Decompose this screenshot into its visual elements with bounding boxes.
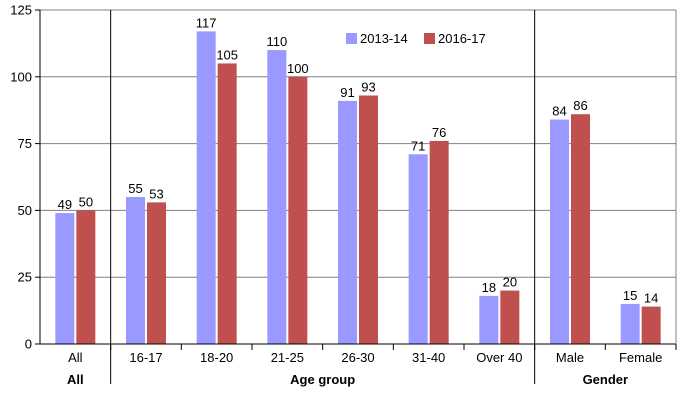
x-tick-label: 26-30: [341, 350, 374, 365]
y-tick-label: 75: [18, 136, 32, 151]
bar-2016-17-Female: [641, 306, 661, 344]
bar-2016-17-Over 40: [500, 290, 520, 344]
data-label: 110: [266, 34, 287, 49]
y-tick-label: 125: [10, 3, 32, 18]
bar-2013-14-26-30: [338, 100, 357, 345]
data-label: 76: [432, 125, 446, 140]
data-label: 100: [287, 61, 309, 76]
data-label: 50: [79, 194, 93, 209]
x-tick-label: Female: [619, 350, 662, 365]
data-label: 71: [411, 138, 425, 153]
bar-2013-14-21-25: [267, 50, 287, 345]
data-label: 15: [623, 288, 637, 303]
bar-2013-14-All: [55, 213, 75, 344]
data-label: 20: [503, 275, 517, 290]
x-tick-label: All: [68, 350, 83, 365]
x-tick-label: Male: [556, 350, 584, 365]
y-tick-label: 50: [18, 203, 32, 218]
legend-label: 2013-14: [360, 31, 408, 46]
y-tick-label: 25: [18, 270, 32, 285]
data-label: 53: [149, 186, 163, 201]
x-tick-label: 16-17: [129, 350, 162, 365]
data-label: 84: [552, 104, 566, 119]
bar-2016-17-18-20: [217, 63, 237, 344]
data-label: 55: [128, 181, 142, 196]
group-label: Gender: [583, 372, 629, 387]
bar-2013-14-16-17: [126, 197, 145, 344]
data-label: 14: [644, 291, 658, 306]
x-tick-label: 21-25: [271, 350, 304, 365]
bars: [55, 31, 661, 345]
x-tick-label: Over 40: [476, 350, 522, 365]
data-label: 49: [58, 197, 72, 212]
legend-swatch-2013-14: [346, 33, 357, 44]
data-label: 86: [573, 98, 587, 113]
data-label: 105: [216, 47, 238, 62]
group-label: Age group: [290, 372, 355, 387]
y-tick-label: 100: [10, 69, 32, 84]
legend-swatch-2016-17: [424, 33, 435, 44]
bar-2013-14-Over 40: [479, 295, 499, 344]
data-label: 117: [196, 15, 217, 30]
bar-2013-14-Female: [620, 303, 640, 344]
bar-2016-17-All: [76, 210, 96, 344]
x-tick-label: 18-20: [200, 350, 233, 365]
bar-2013-14-Male: [550, 119, 569, 344]
group-label: All: [67, 372, 84, 387]
legend: 2013-14 2016-17: [346, 31, 486, 46]
data-label: 93: [361, 80, 375, 95]
legend-label: 2016-17: [438, 31, 486, 46]
y-tick-label: 0: [25, 337, 32, 352]
bar-2016-17-16-17: [147, 202, 166, 344]
bar-2013-14-31-40: [408, 154, 428, 344]
bar-2016-17-31-40: [429, 140, 449, 344]
axes: [35, 9, 677, 384]
labels: 0 25 50 75 100 125 49 50 All 55 53 16-17 117 105 18-20…: [10, 3, 662, 388]
data-label: 91: [340, 85, 354, 100]
gridlines: [40, 9, 676, 278]
bar-2016-17-26-30: [359, 95, 378, 344]
data-label: 18: [482, 280, 496, 295]
x-tick-label: 31-40: [412, 350, 445, 365]
bar-2016-17-Male: [571, 114, 590, 344]
bar-2016-17-21-25: [288, 76, 308, 345]
bar-2013-14-18-20: [196, 31, 216, 344]
